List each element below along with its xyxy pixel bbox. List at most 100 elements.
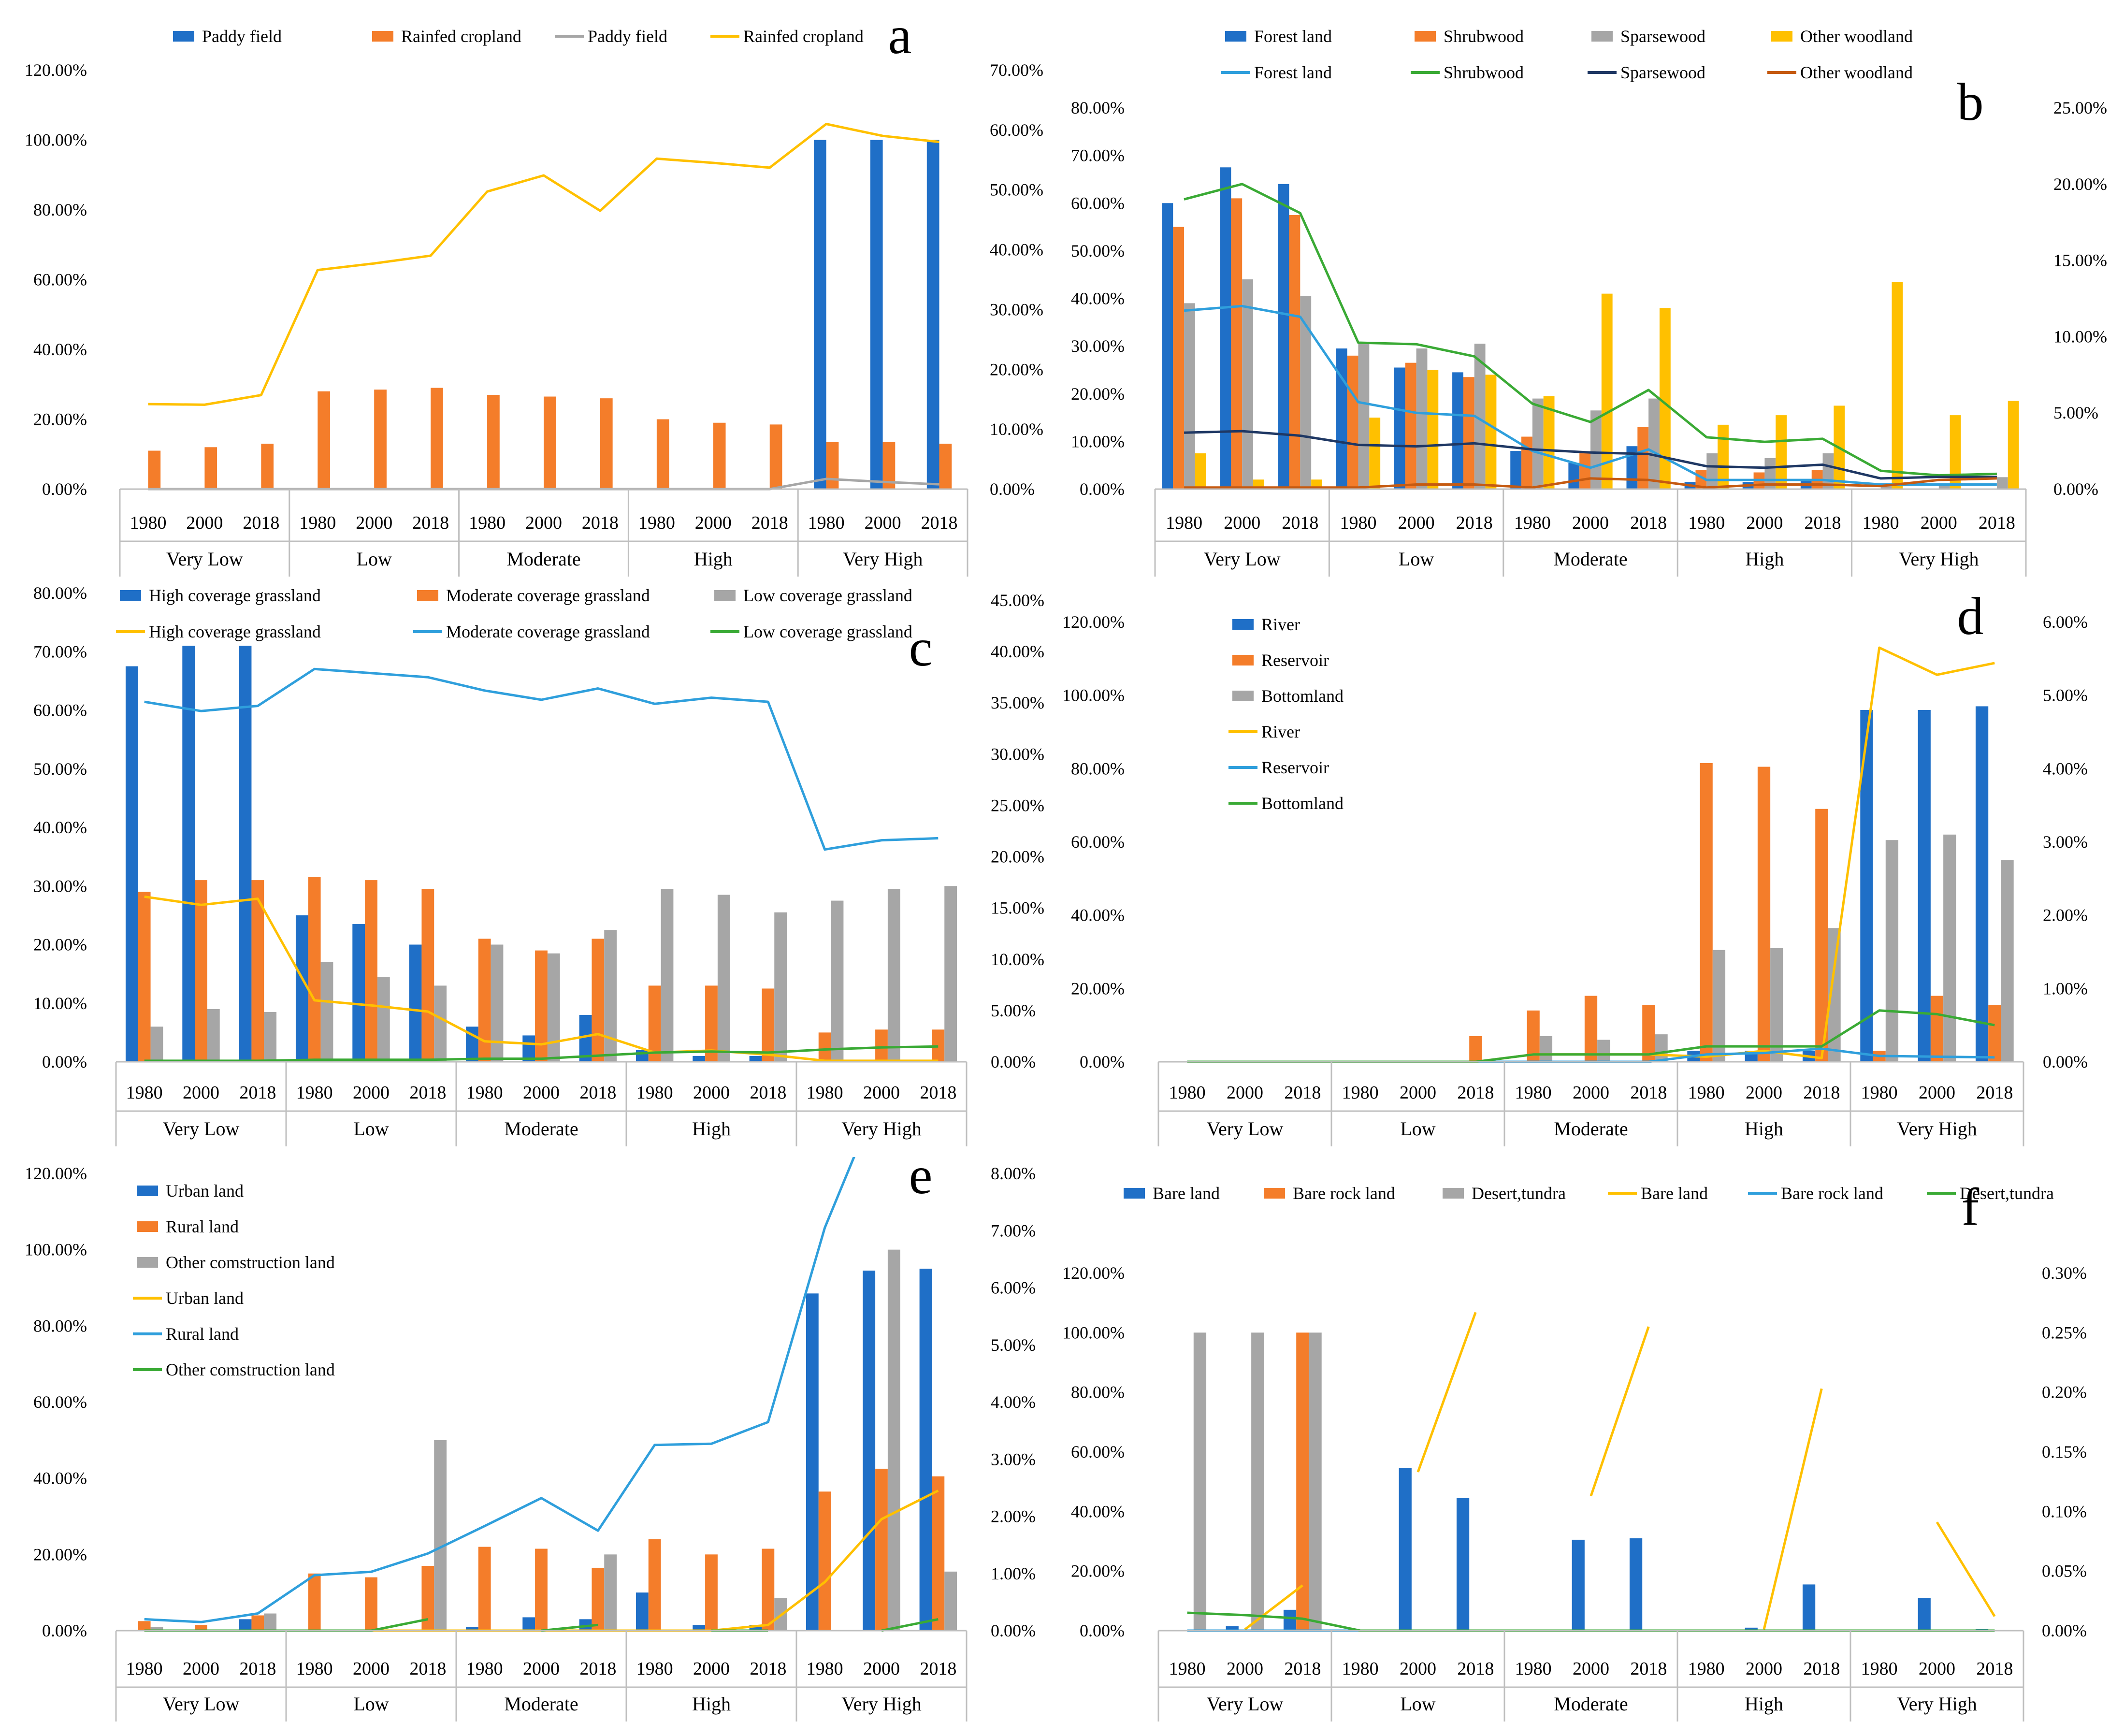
right-tick-label: 25.00%: [2053, 98, 2107, 117]
x-tick-label: 2000: [863, 1083, 900, 1103]
left-tick-label: 60.00%: [1071, 832, 1125, 852]
x-tick-label: 2018: [239, 1083, 276, 1103]
x-tick-label: 2018: [579, 1659, 616, 1679]
x-group-label: Very High: [1899, 548, 1979, 570]
x-tick-label: 1980: [1342, 1659, 1379, 1679]
x-tick-label: 2000: [1573, 1659, 1609, 1679]
left-tick-label: 0.00%: [1080, 1621, 1125, 1640]
left-tick-label: 10.00%: [1071, 432, 1125, 451]
x-group-label: High: [692, 1693, 731, 1715]
x-tick-label: 1980: [1688, 1659, 1725, 1679]
left-tick-label: 80.00%: [1071, 1383, 1125, 1402]
left-tick-label: 60.00%: [33, 701, 87, 720]
legend-item-swatch: [1225, 31, 1246, 42]
bar-forest-land: [1336, 348, 1347, 489]
bar-sparsewood: [1184, 303, 1195, 489]
bar-moderate-coverage-grassland: [592, 939, 605, 1062]
left-tick-label: 100.00%: [25, 130, 87, 150]
bar-other-woodland: [1892, 281, 1903, 489]
bar-urban-land: [636, 1592, 649, 1631]
legend-item-label: Rainfed cropland: [743, 27, 864, 46]
bar-low-coverage-grassland: [604, 930, 617, 1062]
bar-bottomland: [1770, 948, 1783, 1062]
bar-low-coverage-grassland: [944, 886, 957, 1062]
bar-other-comstruction-land: [887, 1249, 900, 1631]
bar-shrubwood: [1405, 362, 1416, 489]
legend-item-label: Other woodland: [1800, 63, 1913, 82]
panel-c: 0.00% 10.00% 20.00% 30.00% 40.00% 50.00% 60.00…: [0, 579, 1062, 1157]
legend-item-label: High coverage grassland: [149, 622, 321, 641]
bar-shrubwood: [1289, 215, 1300, 489]
x-tick-label: 2018: [409, 1083, 446, 1103]
x-tick-label: 2018: [239, 1659, 276, 1679]
bar-other-woodland: [2008, 401, 2019, 489]
legend-item-label: Shrubwood: [1444, 27, 1524, 46]
chart-b: 0.00% 10.00% 20.00% 30.00% 40.00% 50.00% 60.00…: [1071, 27, 2107, 577]
panel-b: 0.00% 10.00% 20.00% 30.00% 40.00% 50.00% 60.00…: [1062, 0, 2124, 579]
left-tick-label: 100.00%: [1062, 686, 1125, 705]
right-tick-label: 0.20%: [2042, 1383, 2087, 1402]
right-tick-label: 0.00%: [2053, 479, 2098, 499]
bar-paddy-field: [813, 140, 826, 489]
bar-bare-land: [1572, 1539, 1585, 1631]
bar-rural-land: [648, 1539, 661, 1631]
bar-sparsewood: [1938, 484, 1950, 489]
x-tick-label: 1980: [1688, 513, 1725, 533]
x-tick-label: 2000: [525, 513, 562, 533]
right-axis: 0.00% 5.00% 10.00% 15.00% 20.00% 25.00%: [2053, 98, 2107, 499]
right-tick-label: 6.00%: [991, 1278, 1036, 1298]
x-tick-label: 2000: [693, 1659, 730, 1679]
bar-reservoir: [1988, 1005, 2001, 1062]
bar-low-coverage-grassland: [717, 895, 730, 1062]
left-axis: 0.00% 10.00% 20.00% 30.00% 40.00% 50.00% 60.00…: [33, 583, 87, 1071]
x-axis: 1980 2000 2018 1980 2000 2018 1980 2000 2018 1980…: [1154, 488, 2027, 577]
bar-low-coverage-grassland: [434, 985, 447, 1062]
left-tick-label: 70.00%: [1071, 146, 1125, 165]
bar-other-woodland: [1776, 415, 1787, 489]
x-tick-label: 2000: [693, 1083, 730, 1103]
x-tick-label: 1980: [1515, 1659, 1552, 1679]
legend-item-swatch: [372, 31, 393, 42]
legend-item-swatch: [1232, 619, 1254, 630]
bar-moderate-coverage-grassland: [705, 985, 718, 1062]
bar-moderate-coverage-grassland: [818, 1032, 831, 1062]
left-tick-label: 30.00%: [33, 876, 87, 896]
bar-urban-land: [239, 1619, 252, 1631]
bar-reservoir: [1584, 996, 1598, 1062]
bar-low-coverage-grassland: [150, 1027, 163, 1062]
bar-desert-tundra: [1251, 1332, 1264, 1631]
bar-rural-land: [195, 1625, 207, 1631]
right-tick-label: 4.00%: [2043, 759, 2088, 778]
bar-high-coverage-grassland: [409, 944, 422, 1062]
bar-desert-tundra: [1193, 1332, 1207, 1631]
bar-moderate-coverage-grassland: [421, 889, 434, 1062]
x-axis: 1980 2000 2018 1980 2000 2018 1980 2000 2018 1980…: [119, 488, 968, 577]
left-tick-label: 80.00%: [33, 583, 87, 603]
left-tick-label: 40.00%: [1071, 906, 1125, 925]
bar-shrubwood: [1463, 377, 1474, 489]
bar-shrubwood: [1347, 355, 1358, 489]
legend-item-swatch: [1591, 31, 1613, 42]
line-moderate-coverage-grassland: [144, 667, 939, 851]
x-tick-label: 2018: [1976, 1659, 2013, 1679]
x-group-label: High: [1745, 548, 1784, 570]
left-tick-label: 40.00%: [33, 1469, 87, 1488]
right-tick-label: 0.10%: [2042, 1502, 2087, 1521]
bar-moderate-coverage-grassland: [478, 939, 491, 1062]
x-tick-label: 2000: [1400, 1659, 1436, 1679]
right-tick-label: 6.00%: [2043, 612, 2088, 632]
bar-bare-land: [1399, 1468, 1412, 1631]
line-other-comstruction-land: [541, 1623, 598, 1632]
legend-item-swatch: [137, 1221, 158, 1232]
right-tick-label: 0.25%: [2042, 1323, 2087, 1342]
bar-paddy-field: [870, 140, 883, 489]
x-tick-label: 1980: [807, 1659, 843, 1679]
x-tick-label: 2018: [1630, 1659, 1667, 1679]
x-group-label: Moderate: [1554, 1118, 1628, 1140]
x-group-label: Moderate: [504, 1118, 578, 1140]
bar-bare-land: [1802, 1584, 1816, 1631]
bar-low-coverage-grassland: [377, 977, 390, 1062]
right-tick-label: 20.00%: [991, 847, 1044, 867]
line-bare-land: [1416, 1312, 1477, 1473]
left-tick-label: 40.00%: [1071, 289, 1125, 308]
